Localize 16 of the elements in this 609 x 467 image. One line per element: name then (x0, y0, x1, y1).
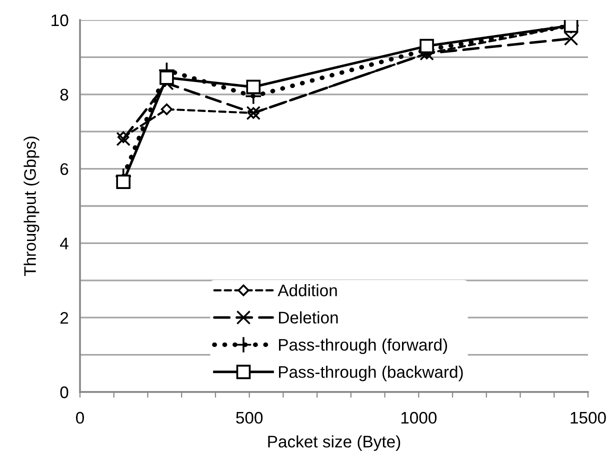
legend-label: Pass-through (forward) (279, 338, 448, 354)
legend-label: Addition (278, 284, 337, 296)
x-axis-title: Packet size (Byte) (268, 435, 400, 451)
x-tick-label: 1500 (570, 412, 606, 424)
y-tick-label: 0 (60, 386, 68, 398)
y-tick-label: 8 (60, 88, 68, 101)
y-tick-label: 2 (60, 312, 68, 324)
legend-label: Pass-through (backward) (279, 366, 463, 382)
y-tick-label: 10 (52, 14, 68, 26)
x-tick-label: 0 (76, 412, 84, 424)
y-axis-title: Throughput (Gbps) (24, 136, 40, 276)
y-tick-label: 4 (60, 238, 68, 250)
x-tick-label: 500 (236, 412, 263, 424)
x-tick-label: 1000 (401, 412, 437, 424)
legend-label: Deletion (279, 311, 338, 324)
y-tick-label: 6 (60, 163, 68, 176)
